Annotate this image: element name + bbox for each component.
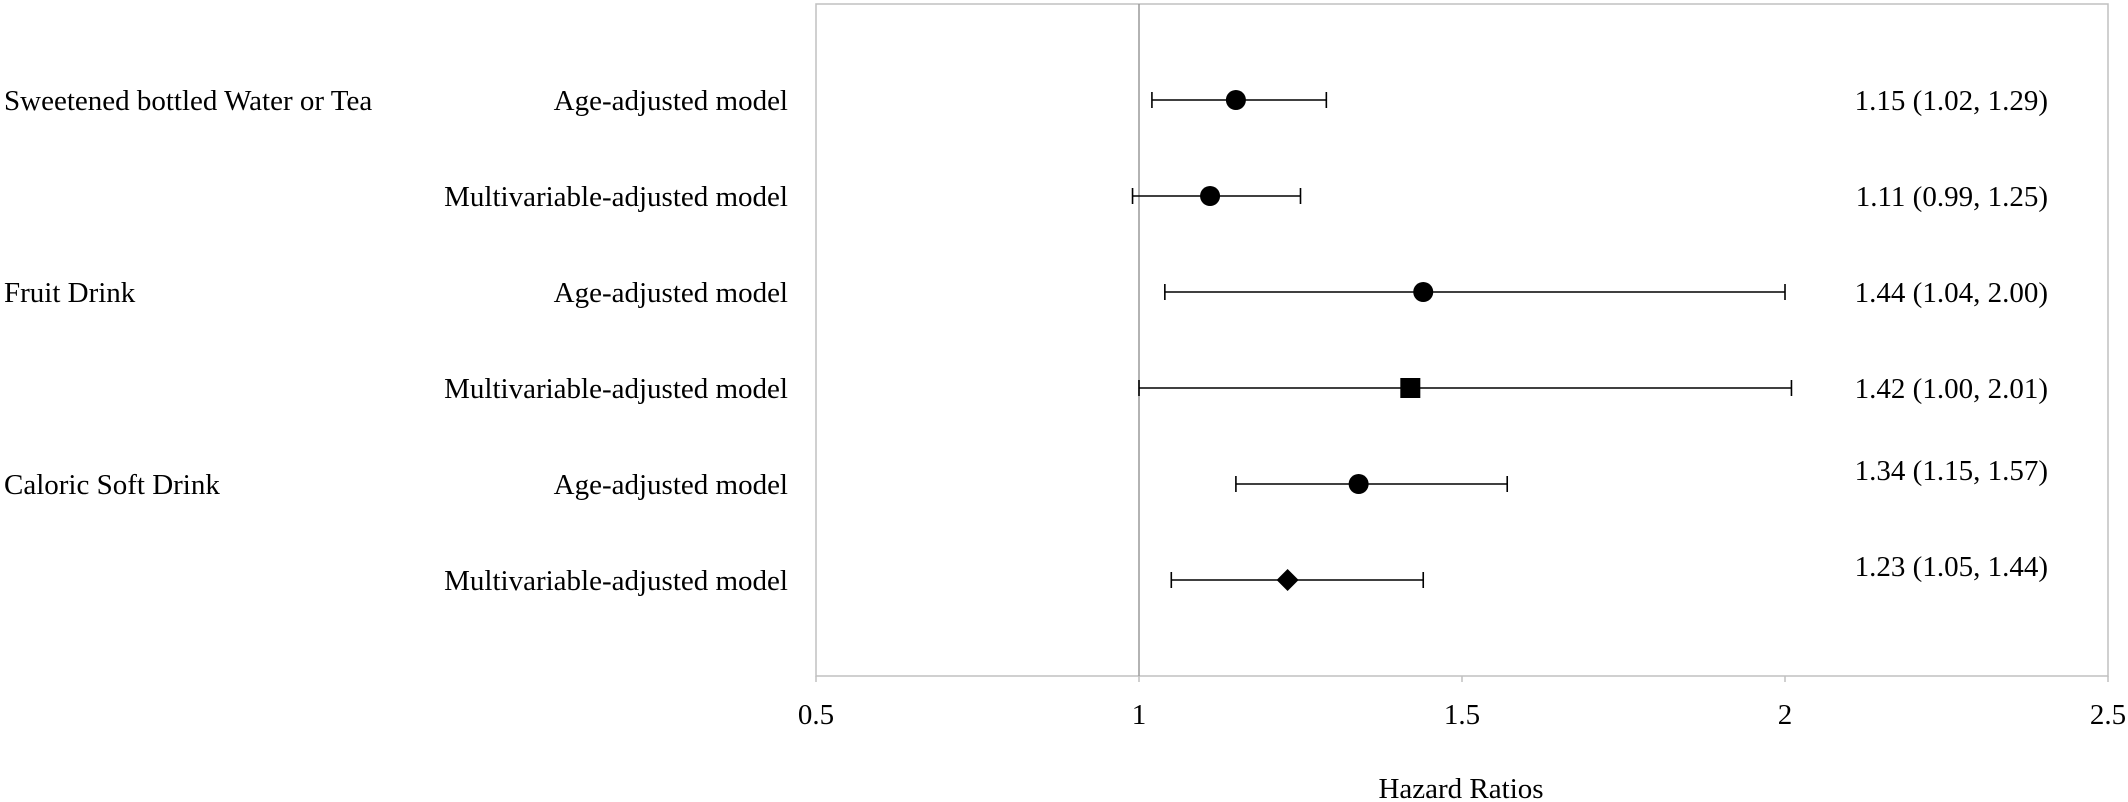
- point-estimate-circle: [1348, 474, 1369, 494]
- row-labels: Age-adjusted model Multivariable-adjusted…: [444, 85, 788, 597]
- x-tick-label: 2.5: [2090, 699, 2126, 731]
- point-estimate-circle: [1225, 90, 1246, 110]
- ci-label: 1.44 (1.04, 2.00): [1855, 277, 2048, 309]
- group-labels: Sweetened bottled Water or Tea Fruit Drin…: [4, 85, 372, 501]
- point-estimate-diamond: [1276, 569, 1299, 591]
- row-label: Age-adjusted model: [554, 85, 788, 117]
- plot-marks: [1131, 90, 1793, 591]
- ci-label: 1.42 (1.00, 2.01): [1855, 373, 2048, 405]
- ci-label: 1.15 (1.02, 1.29): [1855, 85, 2048, 117]
- point-estimate-circle: [1413, 282, 1434, 302]
- row-label: Multivariable-adjusted model: [444, 565, 788, 597]
- row-label: Multivariable-adjusted model: [444, 181, 788, 213]
- ci-label: 1.34 (1.15, 1.57): [1855, 455, 2048, 487]
- point-estimate-circle: [1200, 186, 1221, 206]
- x-tick-label: 1.5: [1444, 699, 1480, 731]
- point-estimate-square: [1400, 378, 1421, 398]
- ci-labels: 1.15 (1.02, 1.29) 1.11 (0.99, 1.25) 1.44 (…: [1855, 85, 2048, 583]
- group-label: Sweetened bottled Water or Tea: [4, 85, 372, 117]
- x-axis-title: Hazard Ratios: [1378, 773, 1543, 802]
- ci-label: 1.23 (1.05, 1.44): [1855, 551, 2048, 583]
- group-label: Fruit Drink: [4, 277, 136, 309]
- ci-label: 1.11 (0.99, 1.25): [1856, 181, 2048, 213]
- row-label: Age-adjusted model: [554, 469, 788, 501]
- x-tick-label: 1: [1132, 699, 1147, 731]
- x-tick-label: 0.5: [798, 699, 834, 731]
- x-axis-ticks: 0.5 1 1.5 2 2.5: [798, 676, 2126, 731]
- row-label: Multivariable-adjusted model: [444, 373, 788, 405]
- group-label: Caloric Soft Drink: [4, 469, 220, 501]
- row-label: Age-adjusted model: [554, 277, 788, 309]
- x-tick-label: 2: [1778, 699, 1793, 731]
